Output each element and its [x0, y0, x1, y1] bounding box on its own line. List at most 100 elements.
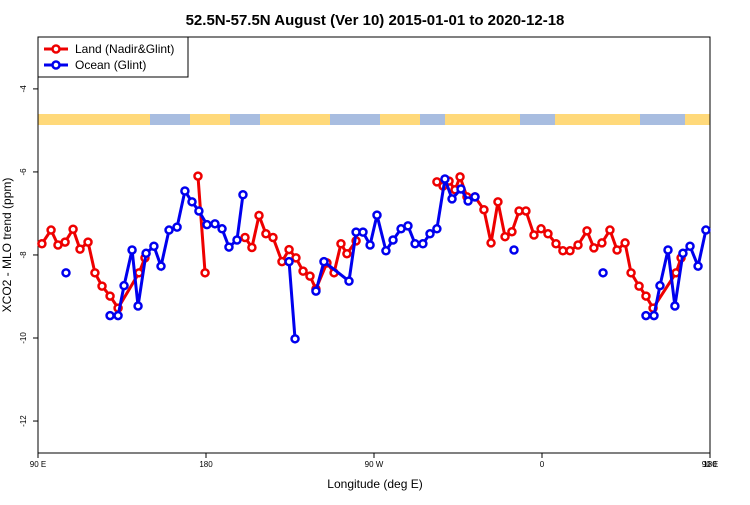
series-point	[200, 268, 210, 278]
series-point	[291, 253, 301, 263]
series-point	[543, 229, 553, 239]
series-point	[194, 206, 204, 216]
series-point	[75, 244, 85, 254]
series-point	[305, 271, 315, 281]
series-point	[432, 224, 442, 234]
series-point	[670, 301, 680, 311]
series-point	[440, 174, 450, 184]
series-point	[551, 239, 561, 249]
series-point	[46, 225, 56, 235]
legend: Land (Nadir&Glint) Ocean (Glint)	[37, 36, 189, 78]
series-point	[655, 280, 665, 291]
series-point	[432, 177, 442, 187]
series-point	[210, 219, 220, 229]
series-point	[113, 310, 123, 321]
series-point	[507, 226, 517, 237]
series-point	[336, 239, 346, 249]
y-tick-label: -12	[19, 415, 28, 427]
series-point	[247, 242, 257, 253]
series-point	[164, 225, 174, 235]
series-point	[455, 172, 465, 182]
series-point	[187, 197, 197, 207]
series-point	[641, 310, 651, 321]
series-point	[344, 276, 354, 286]
y-tick-label: -6	[19, 168, 28, 176]
series-point	[521, 206, 531, 216]
legend-marker	[51, 44, 61, 54]
series-point	[83, 237, 93, 247]
series-point	[479, 204, 489, 215]
series-point	[470, 192, 480, 202]
series-point	[701, 225, 711, 235]
legend-label: Land (Nadir&Glint)	[75, 42, 174, 56]
series-point	[90, 268, 100, 278]
series-point	[133, 301, 143, 311]
legend-box	[37, 36, 189, 78]
legend-marker	[51, 60, 61, 70]
series-point	[193, 171, 203, 181]
series-point	[418, 239, 428, 249]
series-point	[425, 229, 435, 239]
series-point	[261, 229, 271, 239]
series-point	[238, 190, 248, 200]
series-point	[626, 268, 636, 278]
series-point	[284, 256, 294, 267]
series-point	[582, 226, 592, 236]
series-point	[60, 237, 70, 247]
series-point	[202, 219, 212, 230]
y-axis-label: XCO2 - MLO trend (ppm)	[0, 178, 14, 313]
series-point	[565, 246, 575, 256]
series-point	[447, 194, 457, 204]
chart-title: 52.5N-57.5N August (Ver 10) 2015-01-01 t…	[186, 12, 565, 29]
series-point	[254, 210, 264, 221]
series-point	[536, 224, 546, 234]
series-point	[365, 240, 375, 250]
series-point	[573, 240, 583, 250]
series-line	[40, 172, 683, 311]
series-point	[358, 227, 368, 237]
series-point	[634, 281, 644, 291]
series-point	[493, 197, 503, 207]
series-point	[500, 231, 510, 242]
series-point	[268, 232, 278, 243]
series-point	[61, 268, 71, 278]
x-tick-label: 180	[703, 460, 717, 469]
series-point	[311, 286, 321, 296]
series-point	[372, 210, 382, 220]
series-point	[509, 245, 519, 255]
series-point	[180, 186, 190, 196]
series-point	[456, 184, 466, 194]
series-point	[37, 239, 47, 249]
series-point	[685, 241, 695, 251]
series-point	[342, 248, 352, 259]
series-point	[589, 243, 599, 253]
series-point	[388, 235, 398, 245]
map-strip	[38, 114, 710, 125]
series-point	[149, 241, 159, 251]
series-point	[463, 196, 473, 206]
series-point	[678, 248, 688, 259]
series-point	[217, 224, 227, 234]
series-point	[68, 224, 78, 234]
x-tick-label: 90 E	[702, 460, 718, 469]
series-point	[605, 225, 615, 235]
series-point	[410, 239, 420, 249]
x-tick-label: 90 E	[30, 460, 46, 469]
series-point	[127, 245, 137, 255]
x-tick-label: 90 W	[365, 460, 384, 469]
series-point	[486, 238, 496, 248]
series-point	[224, 242, 234, 252]
series-point	[620, 238, 630, 248]
series-point	[240, 232, 250, 243]
series-point	[693, 261, 703, 271]
series-point	[319, 256, 329, 267]
series-point	[105, 310, 115, 321]
series-point	[156, 261, 166, 271]
series-point	[141, 248, 151, 259]
x-tick-label: 180	[199, 460, 213, 469]
series-point	[97, 281, 107, 291]
y-tick-label: -8	[19, 251, 28, 259]
series-point	[381, 246, 391, 256]
series-point	[232, 235, 242, 245]
